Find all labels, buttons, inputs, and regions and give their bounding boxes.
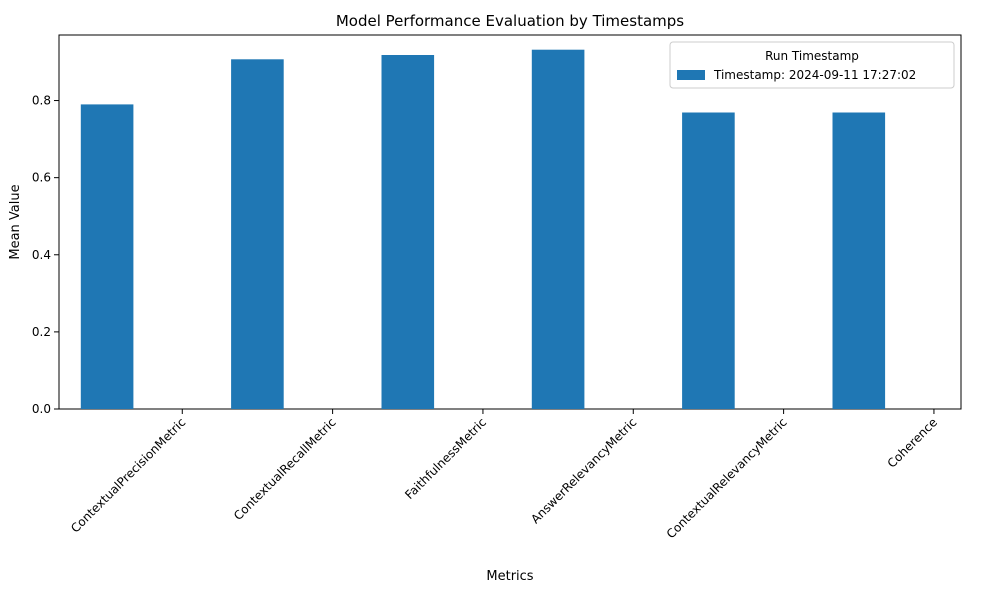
legend-entry: Timestamp: 2024-09-11 17:27:02	[713, 68, 916, 82]
legend-swatch	[677, 70, 705, 80]
bars	[80, 49, 886, 410]
x-tick-label-0: ContextualPrecisionMetric	[68, 415, 188, 535]
x-tick-label-4: ContextualRelevancyMetric	[664, 415, 790, 541]
y-tick-label-3: 0.6	[32, 171, 51, 185]
bar-5	[832, 112, 886, 409]
legend: Run Timestamp Timestamp: 2024-09-11 17:2…	[669, 41, 955, 89]
legend-frame	[669, 41, 955, 89]
y-tick-label-1: 0.2	[32, 325, 51, 339]
plot-frame	[58, 34, 962, 410]
chart-title: Model Performance Evaluation by Timestam…	[336, 12, 684, 30]
bar-1	[231, 59, 284, 410]
y-tick-label-2: 0.4	[32, 248, 51, 262]
y-axis-ticks: 0.0 0.2 0.4 0.6 0.8	[32, 94, 59, 416]
x-tick-label-1: ContextualRecallMetric	[231, 415, 339, 523]
x-tick-label-3: AnswerRelevancyMetric	[528, 415, 639, 526]
y-tick-label-4: 0.8	[32, 94, 51, 108]
bar-4	[682, 112, 735, 409]
x-axis-ticks: ContextualPrecisionMetric ContextualRecal…	[68, 409, 940, 541]
x-tick-label-2: FaithfulnessMetric	[402, 415, 489, 502]
bar-2	[381, 55, 435, 409]
bar-3	[531, 49, 585, 409]
y-tick-label-0: 0.0	[32, 402, 51, 416]
plot-area	[58, 34, 962, 410]
legend-title: Run Timestamp	[765, 49, 859, 63]
x-tick-label-5: Coherence	[885, 415, 940, 470]
x-axis-label: Metrics	[486, 569, 533, 584]
y-axis-label: Mean Value	[8, 184, 23, 259]
bar-0	[80, 104, 134, 410]
